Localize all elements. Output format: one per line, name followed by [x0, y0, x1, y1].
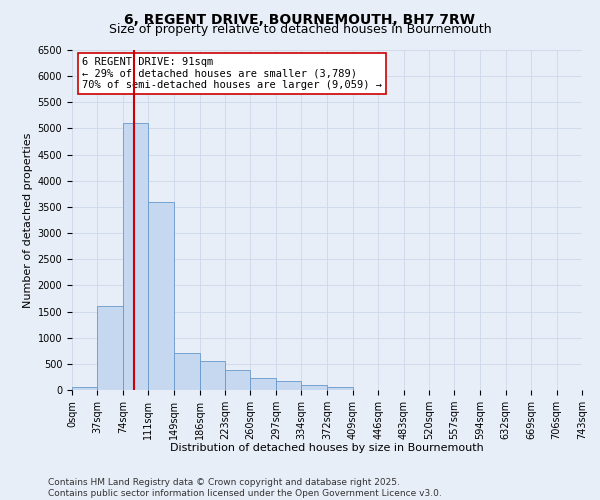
Bar [148, 202, 174, 390]
Bar [276, 381, 301, 390]
Bar [72, 388, 97, 390]
Text: 6 REGENT DRIVE: 91sqm
← 29% of detached houses are smaller (3,789)
70% of semi-d: 6 REGENT DRIVE: 91sqm ← 29% of detached … [82, 57, 382, 90]
X-axis label: Distribution of detached houses by size in Bournemouth: Distribution of detached houses by size … [170, 444, 484, 454]
Bar [97, 306, 123, 390]
Text: Size of property relative to detached houses in Bournemouth: Size of property relative to detached ho… [109, 22, 491, 36]
Bar [301, 385, 328, 390]
Bar [174, 354, 200, 390]
Y-axis label: Number of detached properties: Number of detached properties [23, 132, 34, 308]
Bar [225, 370, 250, 390]
Text: 6, REGENT DRIVE, BOURNEMOUTH, BH7 7RW: 6, REGENT DRIVE, BOURNEMOUTH, BH7 7RW [125, 12, 476, 26]
Bar [123, 123, 148, 390]
Bar [328, 388, 353, 390]
Text: Contains HM Land Registry data © Crown copyright and database right 2025.
Contai: Contains HM Land Registry data © Crown c… [48, 478, 442, 498]
Bar [250, 378, 276, 390]
Bar [200, 361, 225, 390]
